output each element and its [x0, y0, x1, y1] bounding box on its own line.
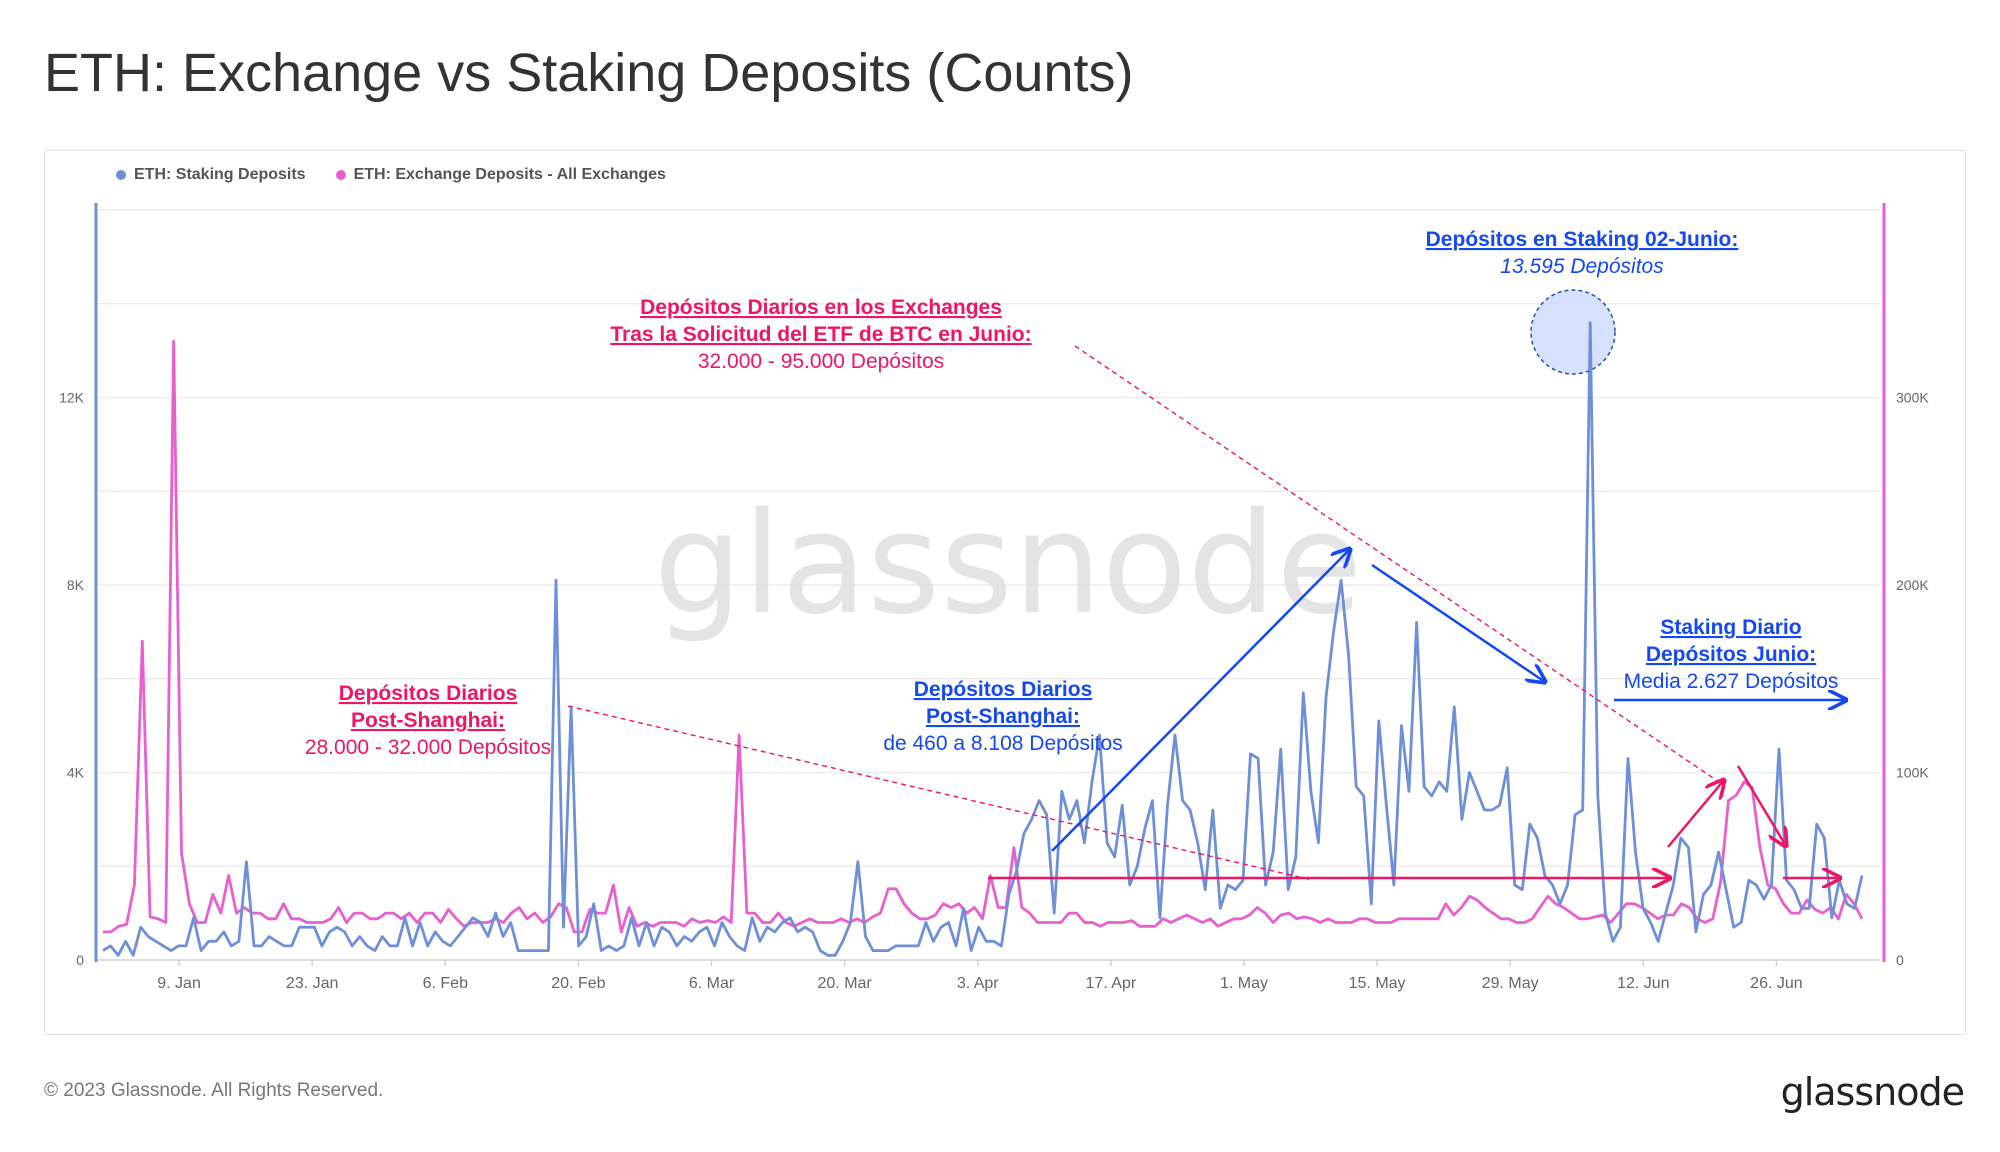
annotation-staking-post-shanghai-line: Post-Shanghai:	[926, 705, 1080, 728]
peak-highlight-circle	[1530, 289, 1616, 375]
legend-dot-exchange	[335, 170, 346, 180]
chart-frame	[44, 150, 1966, 1035]
annotation-arrow-blue	[1051, 549, 1350, 852]
watermark: glassnode	[654, 483, 1363, 646]
legend-label-staking: ETH: Staking Deposits	[134, 166, 306, 183]
x-tick-label: 6. Feb	[423, 975, 468, 992]
annotation-staking-peak-line: 13.595 Depósitos	[1500, 255, 1664, 278]
footer-logo: glassnode	[1780, 1070, 1965, 1114]
y-right-tick-label: 300K	[1896, 390, 1929, 406]
x-tick-label: 12. Jun	[1617, 975, 1669, 992]
page-title: ETH: Exchange vs Staking Deposits (Count…	[44, 43, 1134, 103]
y-left-tick-label: 0	[76, 952, 84, 968]
legend-dot-staking	[116, 170, 126, 180]
annotation-staking-june-line: Depósitos Junio:	[1646, 643, 1816, 666]
x-tick-label: 15. May	[1349, 975, 1406, 992]
legend-item-exchange[interactable]: ETH: Exchange Deposits - All Exchanges	[335, 166, 666, 184]
x-tick-label: 29. May	[1482, 975, 1539, 992]
annotation-staking-peak-line: Depósitos en Staking 02-Junio:	[1426, 228, 1739, 251]
chart-legend: ETH: Staking Deposits ETH: Exchange Depo…	[116, 166, 666, 184]
x-tick-label: 26. Jun	[1750, 975, 1802, 992]
y-right-tick-label: 0	[1896, 952, 1904, 968]
y-left-tick-label: 12K	[59, 390, 85, 406]
series-line-exchange[interactable]	[103, 339, 1864, 934]
x-tick-label: 20. Mar	[818, 975, 873, 992]
x-tick-label: 20. Feb	[551, 975, 605, 992]
legend-item-staking[interactable]: ETH: Staking Deposits	[116, 166, 306, 184]
annotation-arrow-red	[1667, 780, 1724, 848]
x-tick-label: 17. Apr	[1086, 975, 1137, 992]
x-tick-label: 3. Apr	[957, 975, 999, 992]
x-tick-label: 23. Jan	[286, 975, 338, 992]
annotation-exchange-post-shanghai-line: 28.000 - 32.000 Depósitos	[305, 736, 551, 759]
x-tick-label: 1. May	[1220, 975, 1268, 992]
y-left-tick-label: 4K	[67, 765, 85, 781]
series-line-staking[interactable]	[102, 321, 1864, 957]
annotation-exchange-june-line: Tras la Solicitud del ETF de BTC en Juni…	[610, 323, 1031, 346]
annotation-staking-post-shanghai-line: de 460 a 8.108 Depósitos	[883, 732, 1122, 755]
legend-label-exchange: ETH: Exchange Deposits - All Exchanges	[353, 166, 666, 183]
y-right-tick-label: 200K	[1896, 577, 1929, 593]
y-left-tick-label: 8K	[67, 577, 85, 593]
annotation-staking-post-shanghai-line: Depósitos Diarios	[914, 678, 1093, 701]
annotation-exchange-june-line: Depósitos Diarios en los Exchanges	[640, 296, 1002, 319]
annotation-dashed-pointer	[1074, 345, 1723, 785]
annotation-dashed-pointer	[567, 705, 1313, 881]
x-tick-label: 6. Mar	[689, 975, 735, 992]
footer-copyright: © 2023 Glassnode. All Rights Reserved.	[44, 1080, 384, 1101]
annotation-exchange-post-shanghai-line: Post-Shanghai:	[351, 709, 505, 732]
annotation-exchange-june-line: 32.000 - 95.000 Depósitos	[698, 350, 944, 373]
y-right-tick-label: 100K	[1896, 765, 1929, 781]
annotation-arrow-red	[1736, 765, 1786, 846]
annotation-staking-june-line: Media 2.627 Depósitos	[1624, 670, 1839, 693]
x-tick-label: 9. Jan	[157, 975, 201, 992]
annotation-arrow-blue	[1371, 563, 1545, 682]
annotation-exchange-post-shanghai-line: Depósitos Diarios	[339, 682, 518, 705]
annotation-staking-june-line: Staking Diario	[1660, 616, 1801, 639]
